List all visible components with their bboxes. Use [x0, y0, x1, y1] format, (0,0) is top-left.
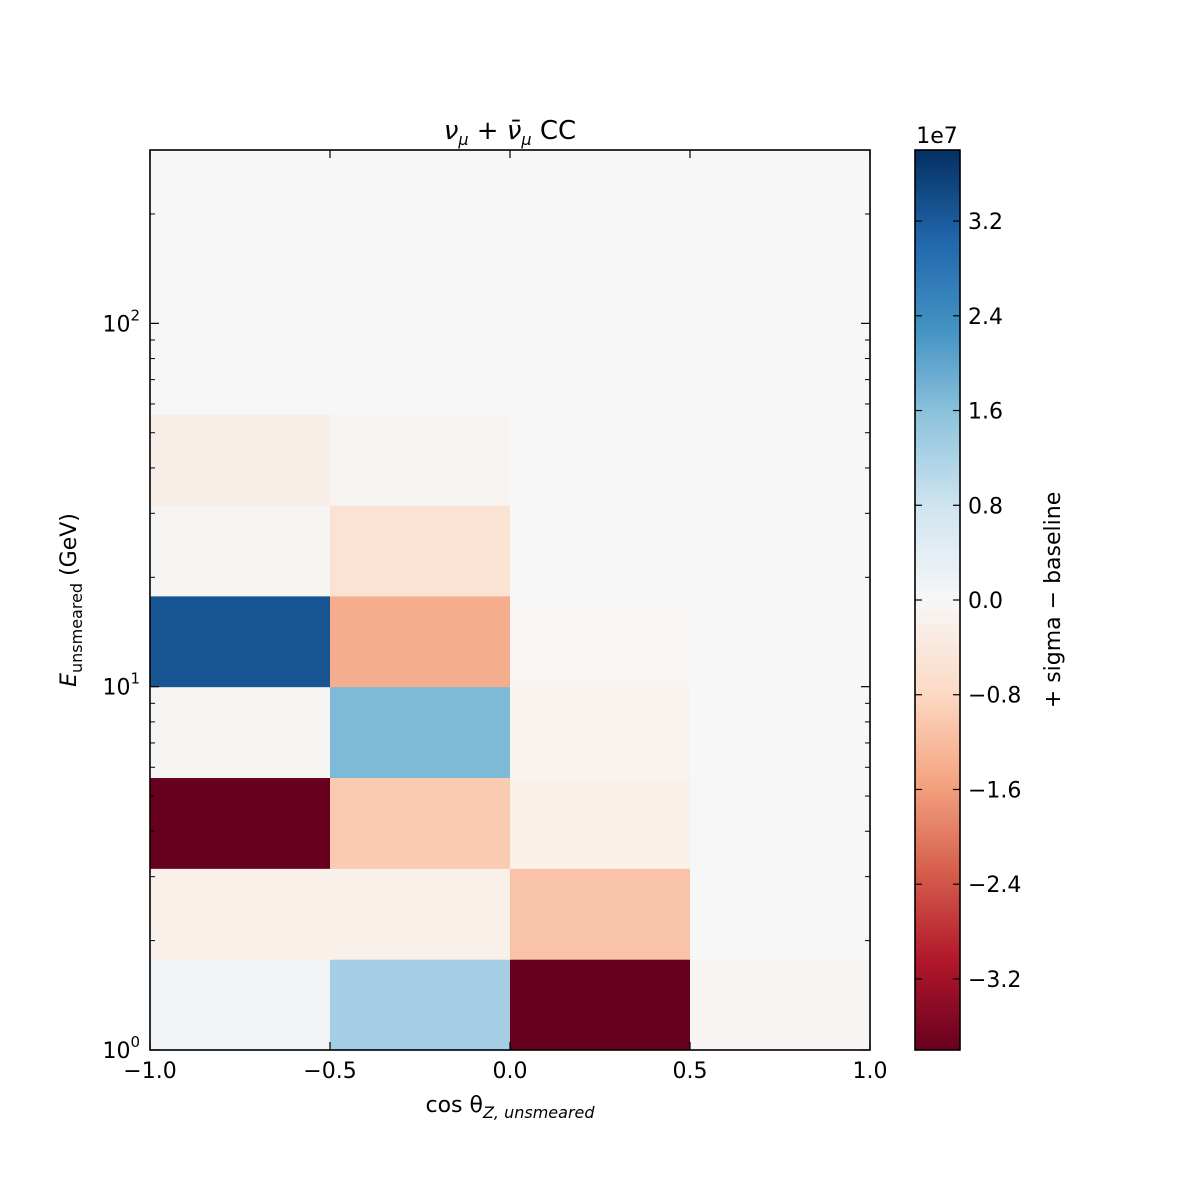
heatmap-cell [690, 777, 871, 869]
heatmap-cell [330, 505, 511, 597]
heatmap-cell [510, 414, 691, 506]
colorbar-tick-label: −1.6 [968, 778, 1021, 803]
heatmap-cell [330, 959, 511, 1051]
colorbar-tick-label: −0.8 [968, 684, 1021, 709]
heatmap-cell [510, 686, 691, 779]
heatmap-cell [690, 686, 871, 779]
heatmap-cell [150, 150, 331, 324]
colorbar [915, 150, 960, 1050]
heatmap-cell [330, 777, 511, 869]
heatmap-cell [150, 323, 331, 415]
colorbar-multiplier: 1e7 [916, 124, 958, 149]
colorbar-tick-label: 3.2 [968, 210, 1003, 235]
chart-title: νμ + ν̄μ CC [444, 116, 576, 149]
colorbar-tick-label: −2.4 [968, 873, 1021, 898]
x-axis-label: cos θZ, unsmeared [425, 1093, 595, 1122]
heatmap-cell [150, 414, 331, 506]
x-tick-label: 1.0 [853, 1059, 888, 1084]
heatmap-cell [330, 595, 511, 688]
x-tick-label: −1.0 [123, 1059, 176, 1084]
heatmap-cell [690, 323, 871, 415]
y-tick-label: 100 [102, 1033, 140, 1064]
heatmap-cell [330, 150, 511, 324]
colorbar-tick-label: 0.0 [968, 589, 1003, 614]
colorbar-tick-label: 2.4 [968, 305, 1003, 330]
heatmap-cell [690, 595, 871, 688]
heatmap-cell [690, 414, 871, 506]
y-tick-label: 101 [102, 670, 140, 701]
heatmap-cell [510, 595, 691, 688]
heatmap-cell [510, 150, 691, 324]
heatmap-cell [150, 595, 331, 688]
heatmap-cell [690, 959, 871, 1051]
heatmap-cell [150, 686, 331, 779]
heatmap-cell [330, 414, 511, 506]
heatmap-cell [690, 505, 871, 597]
heatmap-cell [690, 150, 871, 324]
heatmap-cells [150, 150, 871, 1051]
heatmap-cell [510, 323, 691, 415]
heatmap-cell [330, 686, 511, 779]
y-tick-label: 102 [102, 306, 140, 337]
heatmap-cell [690, 868, 871, 960]
y-axis-ticks: 100 101 102 [102, 149, 870, 1064]
x-tick-label: −0.5 [303, 1059, 356, 1084]
heatmap-cell [510, 505, 691, 597]
colorbar-ticks: 3.2 2.4 1.6 0.8 0.0 −0.8 −1.6 −2.4 −3.2 [915, 210, 1021, 993]
y-axis-label: Eunsmeared (GeV) [57, 513, 86, 687]
colorbar-tick-label: −3.2 [968, 968, 1021, 993]
x-axis-ticks: −1.0 −0.5 0.0 0.5 1.0 [123, 150, 888, 1084]
heatmap-cell [510, 777, 691, 869]
x-tick-label: 0.0 [493, 1059, 528, 1084]
colorbar-tick-label: 0.8 [968, 494, 1003, 519]
heatmap-cell [150, 868, 331, 960]
heatmap-cell [150, 777, 331, 869]
heatmap-cell [150, 959, 331, 1051]
x-tick-label: 0.5 [673, 1059, 708, 1084]
heatmap-cell [330, 323, 511, 415]
colorbar-label: + sigma − baseline [1041, 492, 1066, 708]
heatmap-cell [510, 868, 691, 960]
heatmap-cell [150, 505, 331, 597]
heatmap-cell [330, 868, 511, 960]
heatmap-cell [510, 959, 691, 1051]
colorbar-tick-label: 1.6 [968, 400, 1003, 425]
